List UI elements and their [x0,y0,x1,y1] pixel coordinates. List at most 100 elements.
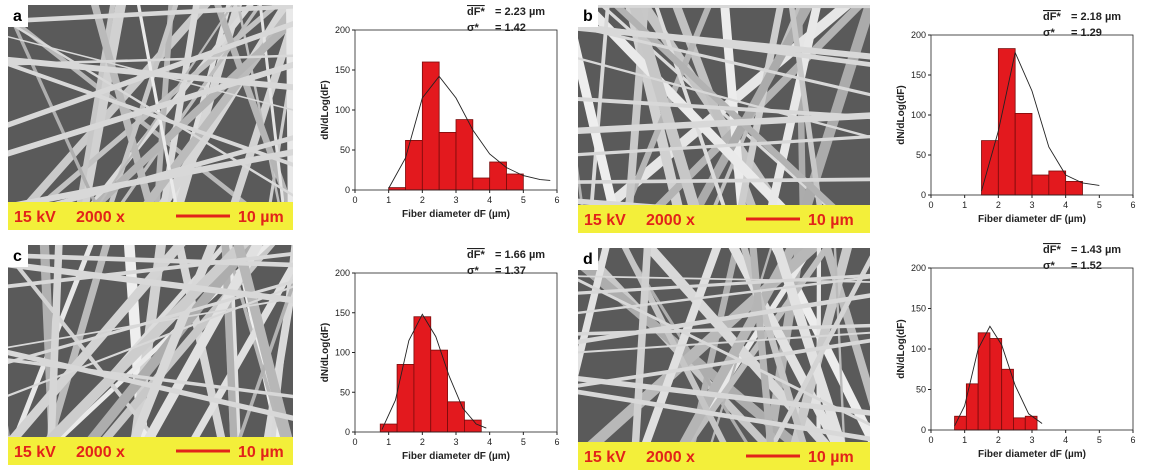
mean-value: = 2.18 µm [1071,11,1121,23]
y-axis-label: dN/dLog(dF) [320,80,331,139]
x-tick-label: 4 [487,437,492,447]
y-tick-label: 200 [911,30,926,40]
x-tick-label: 2 [420,437,425,447]
y-tick-label: 150 [335,65,350,75]
mean-value: = 1.66 µm [495,249,545,261]
bar [397,364,414,432]
voltage: 15 kV [14,209,56,226]
bar [982,141,999,195]
bar [978,333,990,430]
x-axis-label: Fiber diameter dF (µm) [978,214,1086,225]
x-tick-label: 4 [487,195,492,205]
scale-label: 10 µm [808,449,854,466]
bar [439,132,456,190]
x-tick-label: 6 [1130,435,1135,445]
y-tick-label: 50 [340,145,350,155]
y-tick-label: 200 [335,25,350,35]
bar [507,174,524,190]
y-tick-label: 100 [335,105,350,115]
bar [422,62,439,190]
x-tick-label: 5 [521,195,526,205]
mean-value: = 2.23 µm [495,6,545,18]
bar [990,338,1002,430]
x-axis-label: Fiber diameter dF (µm) [402,451,510,462]
bar [414,317,431,432]
bar [1002,369,1014,430]
y-tick-label: 50 [340,387,350,397]
x-tick-label: 0 [352,195,357,205]
y-tick-label: 100 [911,110,926,120]
fiber [300,0,301,250]
voltage: 15 kV [14,444,56,461]
x-tick-label: 4 [1063,435,1068,445]
y-tick-label: 50 [916,385,926,395]
x-tick-label: 1 [962,435,967,445]
bar [456,120,473,190]
x-tick-label: 2 [420,195,425,205]
mean-symbol: dF* [1043,11,1061,23]
bar [1049,171,1066,195]
y-tick-label: 0 [921,190,926,200]
fiber [542,0,570,253]
scale-label: 10 µm [238,444,284,461]
mean-symbol: dF* [467,249,485,261]
y-tick-label: 200 [335,268,350,278]
sem-image [0,225,317,472]
mean-value: = 1.43 µm [1071,244,1121,256]
y-tick-label: 150 [911,70,926,80]
mean-symbol: dF* [467,6,485,18]
voltage: 15 kV [584,212,626,229]
bar [1066,181,1083,195]
bar [998,49,1015,195]
y-axis-label: dN/dLog(dF) [896,319,907,378]
bar [431,350,448,432]
x-tick-label: 2 [996,200,1001,210]
magnification: 2000 x [76,444,125,461]
sigma-symbol: σ* [1043,260,1056,272]
sigma-value: = 1.42 [495,22,526,34]
bar [1013,418,1025,430]
panel-letter: c [13,248,22,265]
x-tick-label: 1 [386,195,391,205]
y-tick-label: 0 [345,185,350,195]
fiber [563,228,568,472]
bar [490,162,507,190]
y-tick-label: 0 [921,425,926,435]
plot-frame [931,268,1133,430]
x-tick-label: 3 [1029,435,1034,445]
x-tick-label: 5 [1097,435,1102,445]
y-tick-label: 200 [911,263,926,273]
y-tick-label: 0 [345,427,350,437]
panel-letter: a [13,8,22,25]
panel-letter: b [583,8,593,25]
bar [473,178,490,190]
x-tick-label: 1 [962,200,967,210]
sigma-symbol: σ* [1043,27,1056,39]
bar [464,420,481,432]
bar [1032,175,1049,195]
figure: 15 kV 2000 x 10 µm a 15 kV 2000 x 10 µm b 15 kV 2… [0,0,1149,472]
x-tick-label: 2 [996,435,1001,445]
x-tick-label: 3 [453,437,458,447]
x-tick-label: 5 [521,437,526,447]
sigma-value: = 1.52 [1071,260,1102,272]
y-tick-label: 100 [911,344,926,354]
sigma-symbol: σ* [467,265,480,277]
y-tick-label: 100 [335,348,350,358]
magnification: 2000 x [646,212,695,229]
x-tick-label: 4 [1063,200,1068,210]
x-axis-label: Fiber diameter dF (µm) [978,449,1086,460]
sigma-value: = 1.29 [1071,27,1102,39]
x-tick-label: 3 [453,195,458,205]
sigma-value: = 1.37 [495,265,526,277]
y-tick-label: 150 [335,308,350,318]
y-tick-label: 50 [916,150,926,160]
x-tick-label: 3 [1029,200,1034,210]
scale-label: 10 µm [238,209,284,226]
magnification: 2000 x [646,449,695,466]
panel-letter: d [583,251,593,268]
y-axis-label: dN/dLog(dF) [896,85,907,144]
x-tick-label: 6 [1130,200,1135,210]
voltage: 15 kV [584,449,626,466]
mean-symbol: dF* [1043,244,1061,256]
